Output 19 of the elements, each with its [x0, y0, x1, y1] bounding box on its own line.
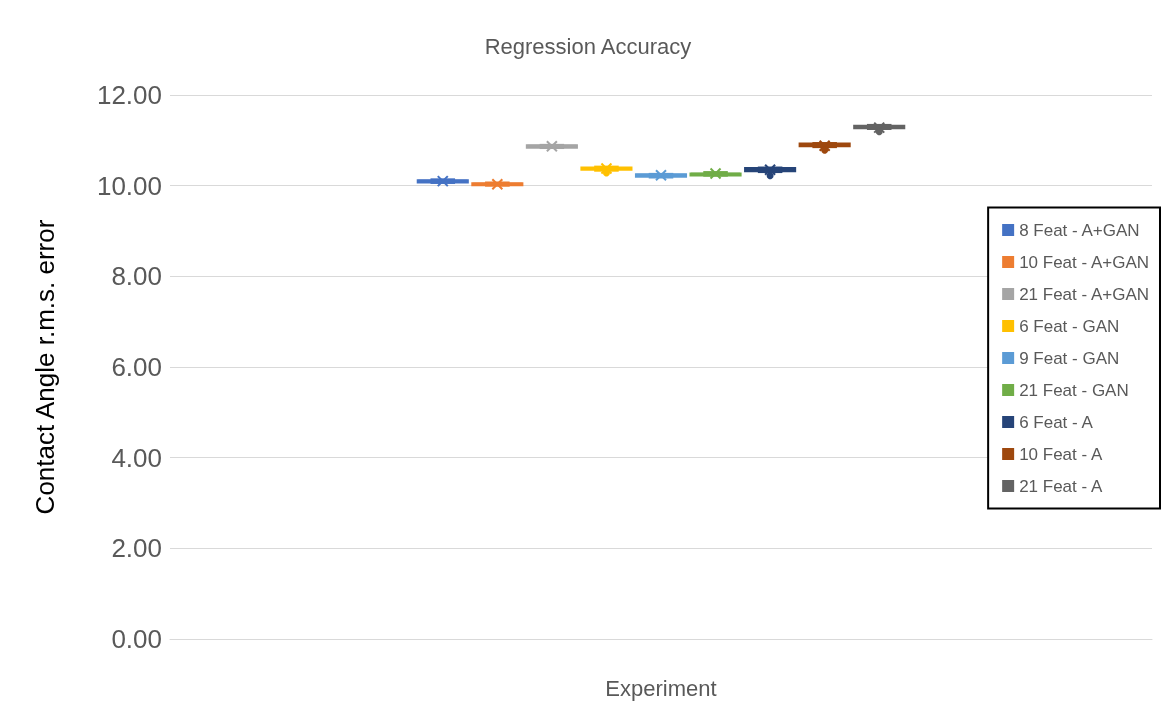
y-tick-label: 4.00	[111, 442, 162, 473]
y-tick-label: 8.00	[111, 261, 162, 292]
legend-label: 9 Feat - GAN	[1019, 348, 1120, 368]
y-tick-label: 12.00	[96, 80, 162, 110]
y-tick-label: 0.00	[111, 624, 162, 654]
y-tick-label: 2.00	[111, 533, 162, 564]
legend-label: 8 Feat - A+GAN	[1019, 220, 1140, 240]
y-tick-label: 6.00	[111, 352, 162, 382]
legend-label: 21 Feat - A	[1019, 476, 1103, 496]
legend-label: 21 Feat - GAN	[1019, 380, 1129, 400]
legend-label: 10 Feat - A+GAN	[1019, 252, 1150, 272]
y-tick-label: 10.00	[96, 170, 162, 201]
legend-label: 10 Feat - A	[1019, 444, 1103, 464]
legend-label: 6 Feat - GAN	[1019, 316, 1120, 336]
y-axis-title: Contact Angle r.m.s. error	[30, 219, 60, 515]
chart-title: Regression Accuracy	[484, 33, 692, 59]
legend-label: 6 Feat - A	[1019, 412, 1094, 432]
x-axis-title: Experiment	[605, 675, 717, 701]
legend-label: 21 Feat - A+GAN	[1019, 284, 1150, 304]
